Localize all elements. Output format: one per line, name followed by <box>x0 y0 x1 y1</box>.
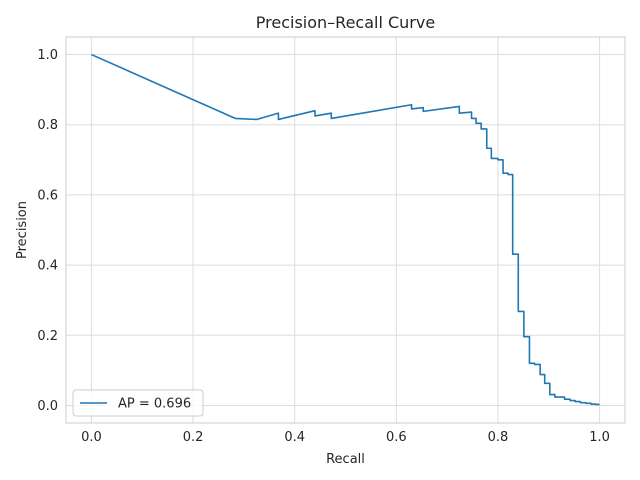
y-tick-label: 0.0 <box>37 399 58 414</box>
x-tick-label: 0.6 <box>386 430 407 445</box>
series-layer <box>91 53 600 406</box>
legend: AP = 0.696 <box>72 389 204 417</box>
plot-frame <box>65 36 626 424</box>
legend-box <box>72 389 204 417</box>
chart-title: Precision–Recall Curve <box>256 13 435 32</box>
y-tick-label: 0.4 <box>37 259 58 274</box>
x-axis-label: Recall <box>326 452 365 467</box>
grid <box>66 37 625 423</box>
y-tick-label: 0.8 <box>37 118 58 133</box>
legend-entry-0: AP = 0.696 <box>118 397 191 412</box>
x-tick-label: 0.8 <box>488 430 509 445</box>
x-tick-label: 0.0 <box>81 430 102 445</box>
y-axis-ticks: 0.0 0.2 0.4 0.6 0.8 1.0 <box>37 48 58 414</box>
y-tick-label: 0.6 <box>37 188 58 203</box>
x-axis-ticks: 0.0 0.2 0.4 0.6 0.8 1.0 <box>81 430 610 445</box>
x-tick-label: 1.0 <box>589 430 610 445</box>
x-tick-label: 0.2 <box>183 430 204 445</box>
y-tick-label: 1.0 <box>37 48 58 63</box>
y-axis-label: Precision <box>15 201 30 259</box>
x-tick-label: 0.4 <box>284 430 305 445</box>
series-line <box>91 53 600 406</box>
y-tick-label: 0.2 <box>37 329 58 344</box>
